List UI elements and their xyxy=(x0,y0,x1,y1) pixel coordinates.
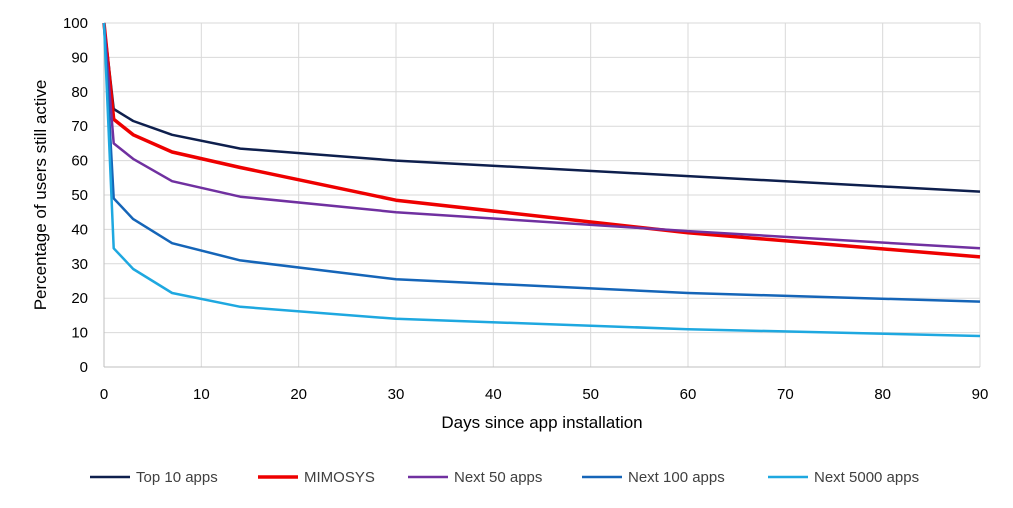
x-tick-label-70: 70 xyxy=(777,386,794,403)
series-line-next-100-apps xyxy=(102,22,981,303)
series-line-next-50-apps xyxy=(102,22,981,250)
legend-label-next-50-apps: Next 50 apps xyxy=(454,469,542,486)
x-tick-label-10: 10 xyxy=(193,386,210,403)
legend-label-top-10-apps: Top 10 apps xyxy=(136,469,218,486)
series-lines xyxy=(102,22,981,338)
legend-label-next-5000-apps: Next 5000 apps xyxy=(814,469,919,486)
x-tick-label-0: 0 xyxy=(100,386,108,403)
y-tick-label-80: 80 xyxy=(71,84,88,101)
x-tick-label-30: 30 xyxy=(388,386,405,403)
tick-labels: 0 10 20 30 40 50 60 70 80 90 100 0 10 20 30 40 50 60 70 80 9… xyxy=(63,15,988,403)
x-tick-label-90: 90 xyxy=(972,386,989,403)
y-tick-label-100: 100 xyxy=(63,15,88,32)
x-tick-label-50: 50 xyxy=(582,386,599,403)
y-tick-label-30: 30 xyxy=(71,256,88,273)
x-tick-label-20: 20 xyxy=(290,386,307,403)
y-axis-label: Percentage of users still active xyxy=(31,80,50,311)
y-tick-label-40: 40 xyxy=(71,221,88,238)
y-tick-label-60: 60 xyxy=(71,153,88,170)
axes xyxy=(103,23,980,368)
y-tick-label-0: 0 xyxy=(80,359,88,376)
y-tick-label-70: 70 xyxy=(71,118,88,135)
legend-label-mimosys: MIMOSYS xyxy=(304,469,375,486)
x-tick-label-80: 80 xyxy=(874,386,891,403)
legend-label-next-100-apps: Next 100 apps xyxy=(628,469,725,486)
y-tick-label-20: 20 xyxy=(71,290,88,307)
y-tick-label-50: 50 xyxy=(71,187,88,204)
series-line-next-5000-apps xyxy=(102,22,981,338)
y-tick-label-10: 10 xyxy=(71,325,88,342)
x-axis-label: Days since app installation xyxy=(441,413,642,432)
grid-lines xyxy=(104,22,981,367)
x-tick-label-60: 60 xyxy=(680,386,697,403)
x-tick-label-40: 40 xyxy=(485,386,502,403)
series-line-top-10-apps xyxy=(102,22,981,193)
legend: Top 10 apps MIMOSYS Next 50 apps Next 100 a… xyxy=(90,469,919,486)
y-tick-label-90: 90 xyxy=(71,49,88,66)
